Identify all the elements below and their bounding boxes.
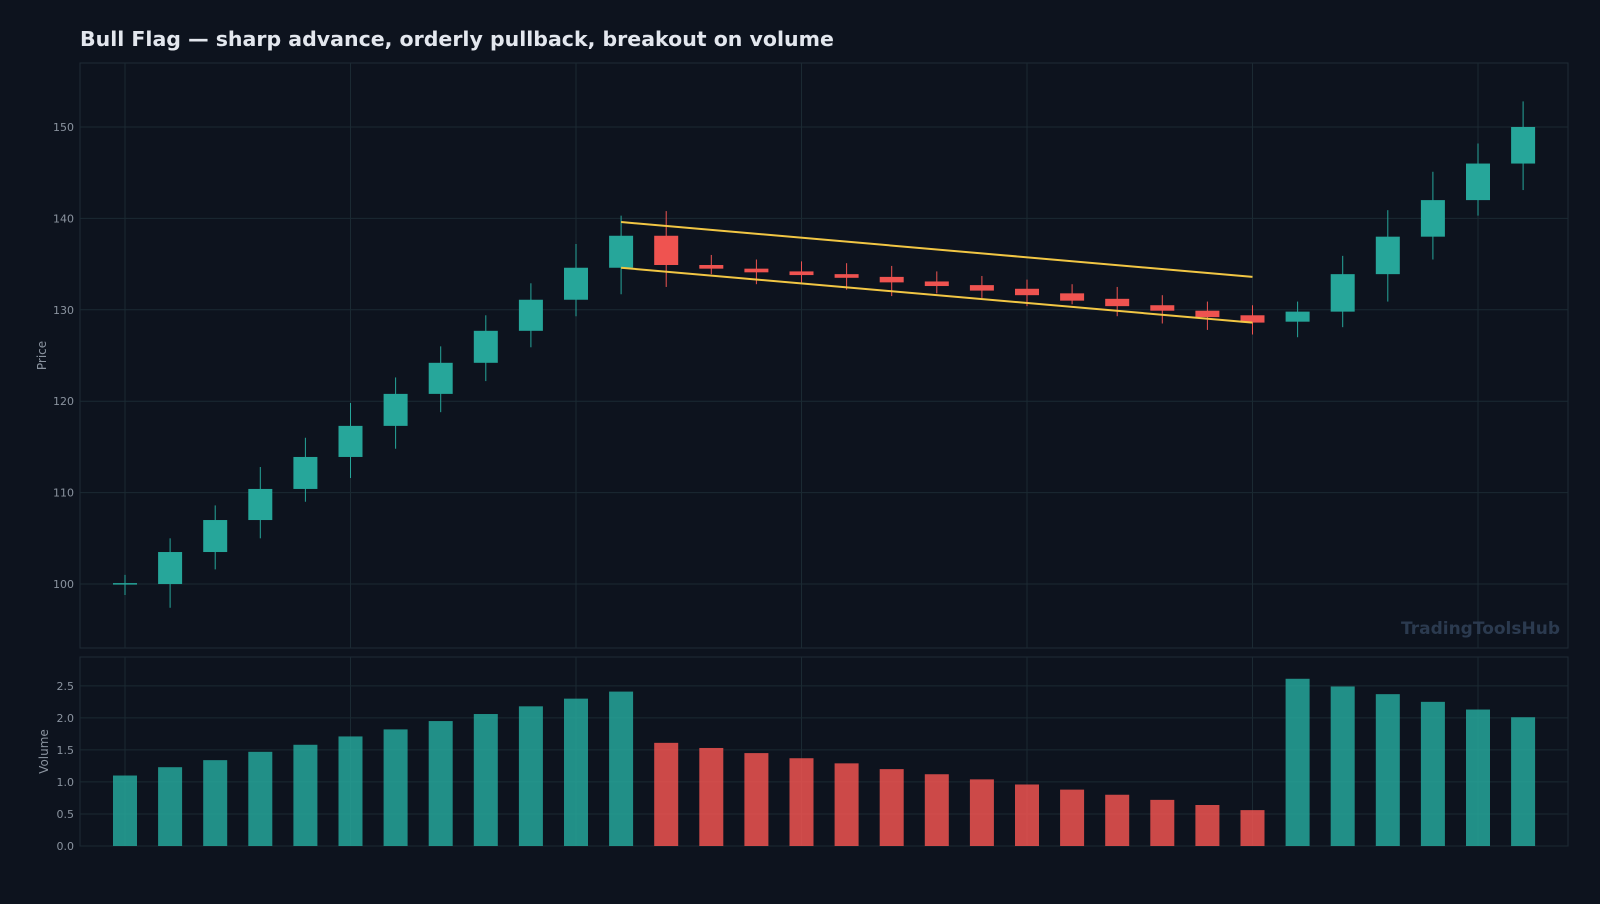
- candle-body: [609, 235, 634, 268]
- volume-bar: [1240, 810, 1265, 846]
- candle-body: [383, 393, 408, 426]
- volume-axis-label: Volume: [37, 729, 51, 774]
- price-tick-label: 120: [53, 395, 74, 408]
- volume-bar: [744, 753, 769, 846]
- candle-body: [1060, 293, 1085, 301]
- candle-body: [1285, 311, 1310, 322]
- candle-body: [1015, 288, 1039, 296]
- candle-body: [744, 268, 769, 273]
- volume-bar: [1285, 678, 1310, 846]
- watermark-text: TradingToolsHub: [1401, 619, 1560, 639]
- volume-bar: [1105, 794, 1130, 846]
- volume-bar: [879, 769, 904, 846]
- volume-tick-label: 0.5: [57, 808, 75, 821]
- volume-bar: [654, 742, 679, 846]
- candle-body: [203, 520, 228, 553]
- candle-body: [1420, 200, 1445, 237]
- price-tick-label: 130: [53, 304, 74, 317]
- candle-body: [1150, 305, 1175, 311]
- volume-tick-label: 2.5: [57, 680, 75, 693]
- volume-bar: [158, 767, 183, 846]
- volume-bar: [518, 706, 543, 846]
- candle-body: [969, 285, 994, 291]
- volume-bar: [473, 714, 498, 846]
- candle-body: [1240, 315, 1265, 323]
- volume-bar: [1150, 799, 1175, 846]
- volume-bar: [609, 691, 634, 846]
- volume-bar: [789, 758, 814, 846]
- price-tick-label: 140: [53, 212, 74, 225]
- volume-bar: [1015, 784, 1039, 846]
- volume-bar: [338, 736, 363, 846]
- volume-bar: [1375, 694, 1400, 846]
- volume-bar: [1511, 717, 1536, 846]
- candle-body: [158, 552, 183, 585]
- candle-body: [473, 330, 498, 363]
- candle-body: [564, 267, 588, 300]
- candle-body: [293, 456, 318, 489]
- price-panel: 100 110 120 130 140 150 Price TradingToolsHub: [35, 62, 1569, 649]
- flag-trendline: [621, 266, 1253, 324]
- volume-bar: [428, 721, 453, 846]
- candle-body: [1105, 298, 1130, 307]
- volume-bar: [924, 774, 949, 846]
- volume-bar: [1060, 789, 1085, 846]
- candle-body: [789, 271, 814, 276]
- candle-body: [699, 265, 724, 269]
- candle-body: [428, 362, 453, 394]
- price-plot-area: [79, 62, 1569, 649]
- volume-bar: [699, 747, 724, 846]
- volume-tick-label: 1.5: [57, 744, 75, 757]
- flag-trendline: [621, 221, 1253, 278]
- price-axis-label: Price: [35, 341, 49, 370]
- volume-tick-label: 2.0: [57, 712, 75, 725]
- volume-bar: [203, 760, 228, 846]
- volume-bar: [293, 744, 318, 846]
- volume-bar: [383, 729, 408, 846]
- candle-body: [518, 299, 543, 331]
- price-tick-label: 150: [53, 121, 74, 134]
- chart-title: Bull Flag — sharp advance, orderly pullb…: [80, 27, 834, 51]
- candle-body: [654, 235, 679, 266]
- price-tick-label: 100: [53, 578, 74, 591]
- volume-bar: [113, 775, 137, 846]
- volume-bar: [564, 698, 588, 846]
- volume-bar: [1330, 686, 1355, 846]
- volume-panel: 0.0 0.5 1.0 1.5 2.0 2.5 Volume: [37, 656, 1569, 853]
- volume-bar: [1195, 804, 1220, 846]
- candle-body: [924, 281, 949, 287]
- candle-body: [879, 276, 904, 283]
- candle-body: [1511, 126, 1536, 164]
- volume-bar: [969, 779, 994, 846]
- volume-tick-label: 1.0: [57, 776, 75, 789]
- candle-body: [1195, 310, 1220, 318]
- volume-bar: [834, 763, 859, 846]
- candle-body: [834, 274, 859, 278]
- candle-body: [338, 425, 363, 457]
- volume-bar: [1420, 701, 1445, 846]
- candle-body: [1375, 236, 1400, 275]
- price-tick-label: 110: [53, 487, 74, 500]
- candle-body: [248, 488, 273, 521]
- volume-plot-area: [79, 656, 1569, 847]
- candle-body: [1330, 274, 1355, 312]
- volume-bar: [1466, 709, 1490, 846]
- volume-bar: [248, 751, 273, 846]
- candle-body: [1466, 163, 1490, 201]
- volume-tick-label: 0.0: [57, 840, 75, 853]
- candle-body: [113, 583, 137, 585]
